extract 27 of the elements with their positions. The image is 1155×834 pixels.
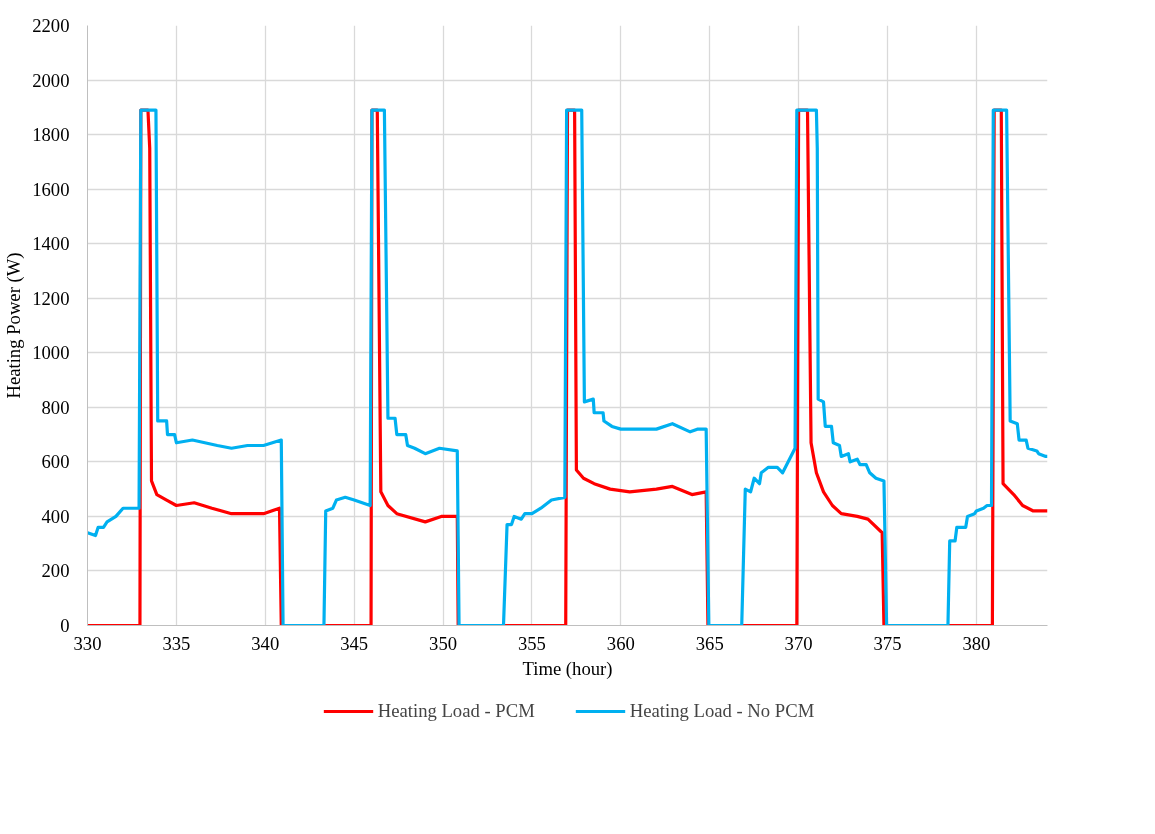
y-tick-label: 0	[60, 615, 70, 636]
y-tick-label: 1600	[32, 178, 70, 200]
x-tick-label: 330	[73, 632, 102, 654]
x-tick-label: 355	[517, 632, 546, 654]
x-tick-label: 335	[162, 632, 191, 654]
y-tick-label: 1200	[32, 287, 70, 309]
y-tick-label: 1000	[32, 342, 70, 364]
y-tick-label: 800	[41, 396, 70, 418]
x-tick-label: 370	[784, 632, 813, 654]
x-tick-label: 365	[695, 632, 724, 654]
y-tick-label: 400	[41, 505, 70, 527]
y-tick-label: 1400	[32, 233, 70, 255]
x-axis-title: Time (hour)	[522, 657, 613, 680]
y-tick-label: 600	[41, 451, 70, 473]
y-tick-label: 2000	[32, 69, 70, 91]
y-tick-label: 1800	[32, 124, 70, 146]
x-tick-label: 375	[873, 632, 902, 654]
x-tick-label: 350	[429, 632, 458, 654]
x-tick-label: 360	[606, 632, 635, 654]
x-tick-label: 345	[340, 632, 369, 654]
y-axis-title: Heating Power (W)	[3, 252, 26, 399]
x-tick-label: 380	[962, 632, 991, 654]
y-tick-label: 200	[41, 560, 70, 582]
legend-label: Heating Load - No PCM	[629, 700, 815, 722]
x-tick-label: 340	[251, 632, 280, 654]
legend-label: Heating Load - PCM	[377, 700, 535, 722]
y-tick-label: 2200	[32, 15, 70, 36]
